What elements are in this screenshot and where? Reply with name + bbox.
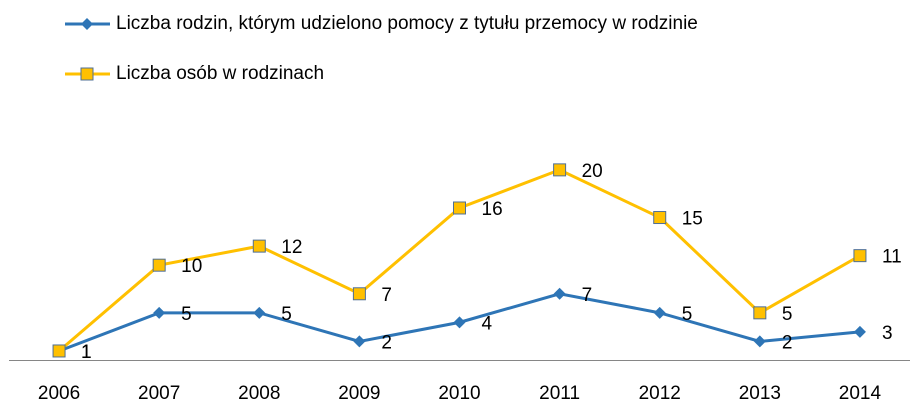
- legend-label: Liczba rodzin, którym udzielono pomocy z…: [116, 13, 698, 34]
- diamond-marker: [853, 325, 866, 338]
- x-tick-label: 2010: [438, 383, 480, 404]
- data-label: 10: [181, 256, 202, 277]
- square-marker: [352, 287, 366, 301]
- data-label: 2: [381, 332, 392, 353]
- square-marker: [453, 201, 466, 215]
- data-label: 4: [482, 313, 493, 334]
- square-marker: [653, 211, 667, 225]
- diamond-marker: [653, 306, 666, 319]
- x-tick-label: 2009: [338, 383, 380, 404]
- data-label: 2: [782, 332, 793, 353]
- square-marker: [52, 344, 66, 358]
- square-marker: [753, 306, 767, 320]
- square-marker: [152, 258, 166, 272]
- data-label: 5: [682, 304, 693, 325]
- data-label: 7: [381, 285, 392, 306]
- data-label: 1: [81, 342, 92, 363]
- data-label: 20: [582, 161, 603, 182]
- square-marker: [252, 239, 266, 253]
- diamond-marker: [353, 335, 366, 348]
- data-label: 11: [882, 247, 902, 268]
- square-marker: [553, 163, 567, 177]
- x-tick-label: 2007: [138, 383, 180, 404]
- square-marker: [853, 249, 867, 263]
- legend-label: Liczba osób w rodzinach: [116, 63, 324, 84]
- diamond-marker: [553, 287, 566, 300]
- diamond-marker: [153, 306, 166, 319]
- data-label: 5: [281, 304, 292, 325]
- x-tick-label: 2006: [38, 383, 80, 404]
- x-tick-label: 2008: [238, 383, 280, 404]
- x-tick-label: 2011: [539, 383, 580, 404]
- diamond-marker: [253, 306, 266, 319]
- square-marker: [80, 67, 94, 81]
- diamond-marker: [753, 335, 766, 348]
- data-label: 15: [682, 209, 703, 230]
- data-label: 3: [882, 323, 893, 344]
- data-label: 5: [181, 304, 192, 325]
- data-label: 12: [281, 237, 302, 258]
- diamond-marker: [81, 18, 93, 30]
- data-label: 16: [482, 199, 503, 220]
- x-tick-label: 2012: [639, 383, 681, 404]
- diamond-marker: [453, 316, 466, 329]
- data-label: 7: [582, 285, 593, 306]
- data-label: 1: [81, 342, 92, 363]
- x-tick-label: 2014: [839, 383, 882, 404]
- x-tick-label: 2013: [739, 383, 781, 404]
- data-label: 5: [782, 304, 793, 325]
